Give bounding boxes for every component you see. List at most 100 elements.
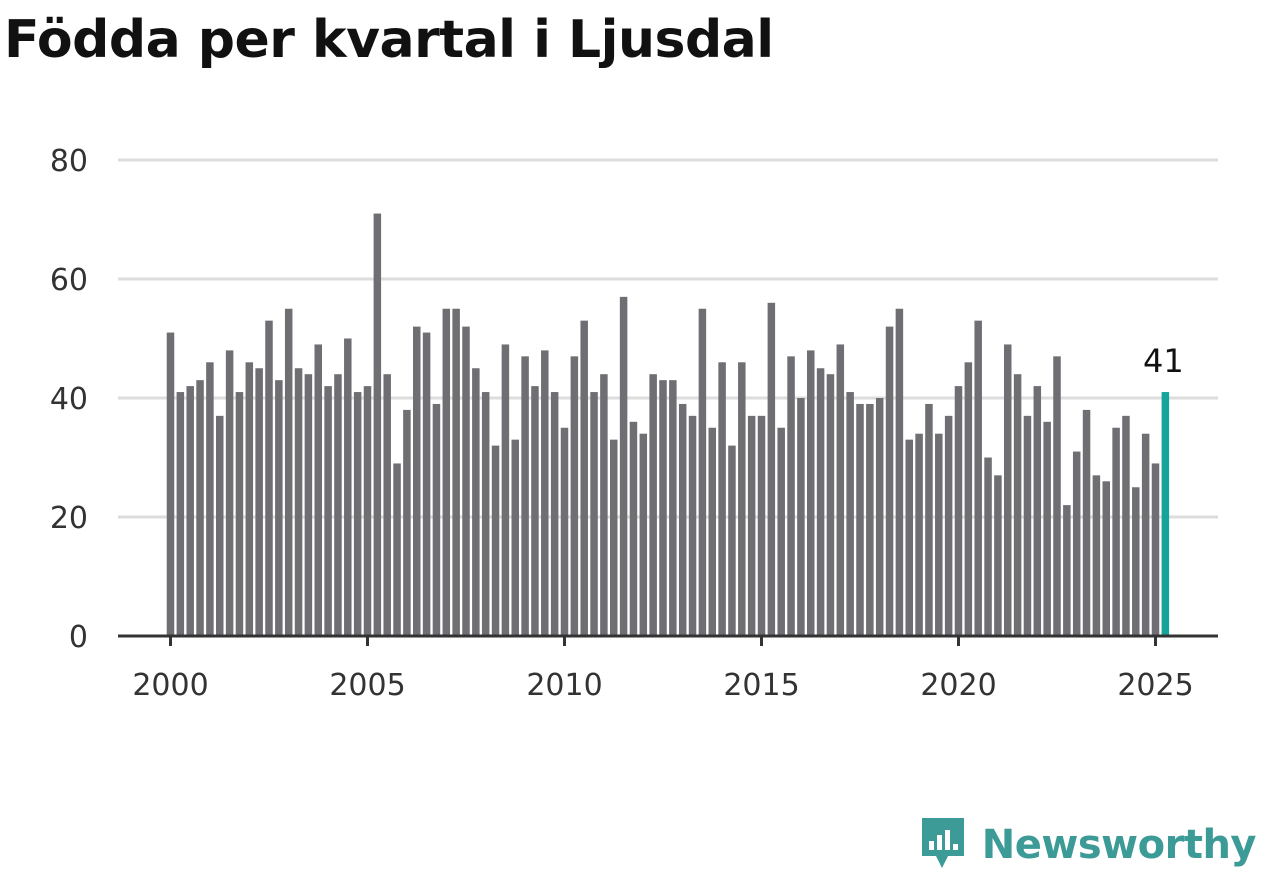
bar [580,320,588,636]
bar [708,427,716,636]
bar [994,475,1002,636]
bar [669,380,677,636]
bar [550,392,559,636]
bar [166,332,175,636]
bar [275,380,283,636]
bar [186,386,194,636]
bar [816,368,825,636]
bar [885,326,894,636]
bar [570,356,579,636]
bar [206,362,214,636]
bar [442,308,451,636]
bar [1053,356,1061,636]
chart-title: Födda per kvartal i Ljusdal [4,10,774,70]
bar [225,350,234,636]
bar [659,380,667,636]
bar [413,326,421,636]
bar [1141,433,1150,636]
bar [984,457,992,636]
bar [481,392,490,636]
bar [383,374,391,636]
bar [541,350,549,636]
bar [1072,451,1081,636]
bar [334,374,342,636]
bar [747,415,756,636]
bar [590,392,598,636]
bar [619,296,628,636]
bar [915,433,923,636]
axes [118,634,1218,646]
bar [511,439,519,636]
bar [1151,463,1160,636]
bar [176,392,185,636]
bar [866,403,874,636]
brand-name: Newsworthy [981,822,1257,868]
bar [856,403,864,636]
bar [472,368,480,636]
bar-highlight [1161,392,1170,636]
bar [304,374,313,636]
bar [353,392,362,636]
x-tick-label: 2020 [920,668,996,703]
bar [698,308,707,636]
bar [1122,415,1130,636]
bar [1082,409,1091,636]
bar [1102,481,1110,636]
bar [629,421,638,636]
bar [1004,344,1012,636]
x-tick-label: 2000 [132,668,208,703]
bar [1092,475,1101,636]
bar [944,415,953,636]
bar [1132,487,1140,636]
y-tick-label: 20 [50,501,88,536]
y-tick-label: 0 [69,620,88,655]
bar [314,344,322,636]
bar [610,439,618,636]
bar [974,320,982,636]
bar [807,350,815,636]
bar [255,368,263,636]
bar [757,415,766,636]
gridlines [118,158,1218,519]
x-tick-label: 2025 [1117,668,1193,703]
y-tick-label: 80 [50,144,88,179]
bar [964,362,973,636]
bar [265,320,273,636]
y-tick-label: 40 [50,382,88,417]
labels: 0 20 40 60 80 2000 2005 2010 2015 2020 2025 41 [50,144,1194,703]
bar [452,308,460,636]
bar [216,415,224,636]
bar [905,439,913,636]
bar [925,403,933,636]
highlight-value-label: 41 [1143,342,1184,380]
bar [373,213,382,637]
bar [560,427,569,636]
bar [422,332,431,636]
bar [284,308,293,636]
bar [777,427,785,636]
bar [875,398,884,636]
bar [1033,386,1042,636]
y-tick-label: 60 [50,263,88,298]
bar [688,415,697,636]
bar [797,398,805,636]
x-tick-label: 2010 [526,668,602,703]
bar [432,403,441,636]
x-tick-label: 2015 [723,668,799,703]
bar [393,463,401,636]
brand-logo: Newsworthy [918,815,1257,875]
bar [787,356,795,636]
newsworthy-logo-icon [921,818,964,868]
bar [600,374,608,636]
bar [462,326,470,636]
bar [363,386,372,636]
bar [738,362,746,636]
bar [245,362,254,636]
bar [324,386,332,636]
bar [1043,421,1051,636]
bar [767,302,776,636]
bar [294,368,303,636]
bar [895,308,904,636]
bar [531,386,539,636]
bar [1013,374,1022,636]
